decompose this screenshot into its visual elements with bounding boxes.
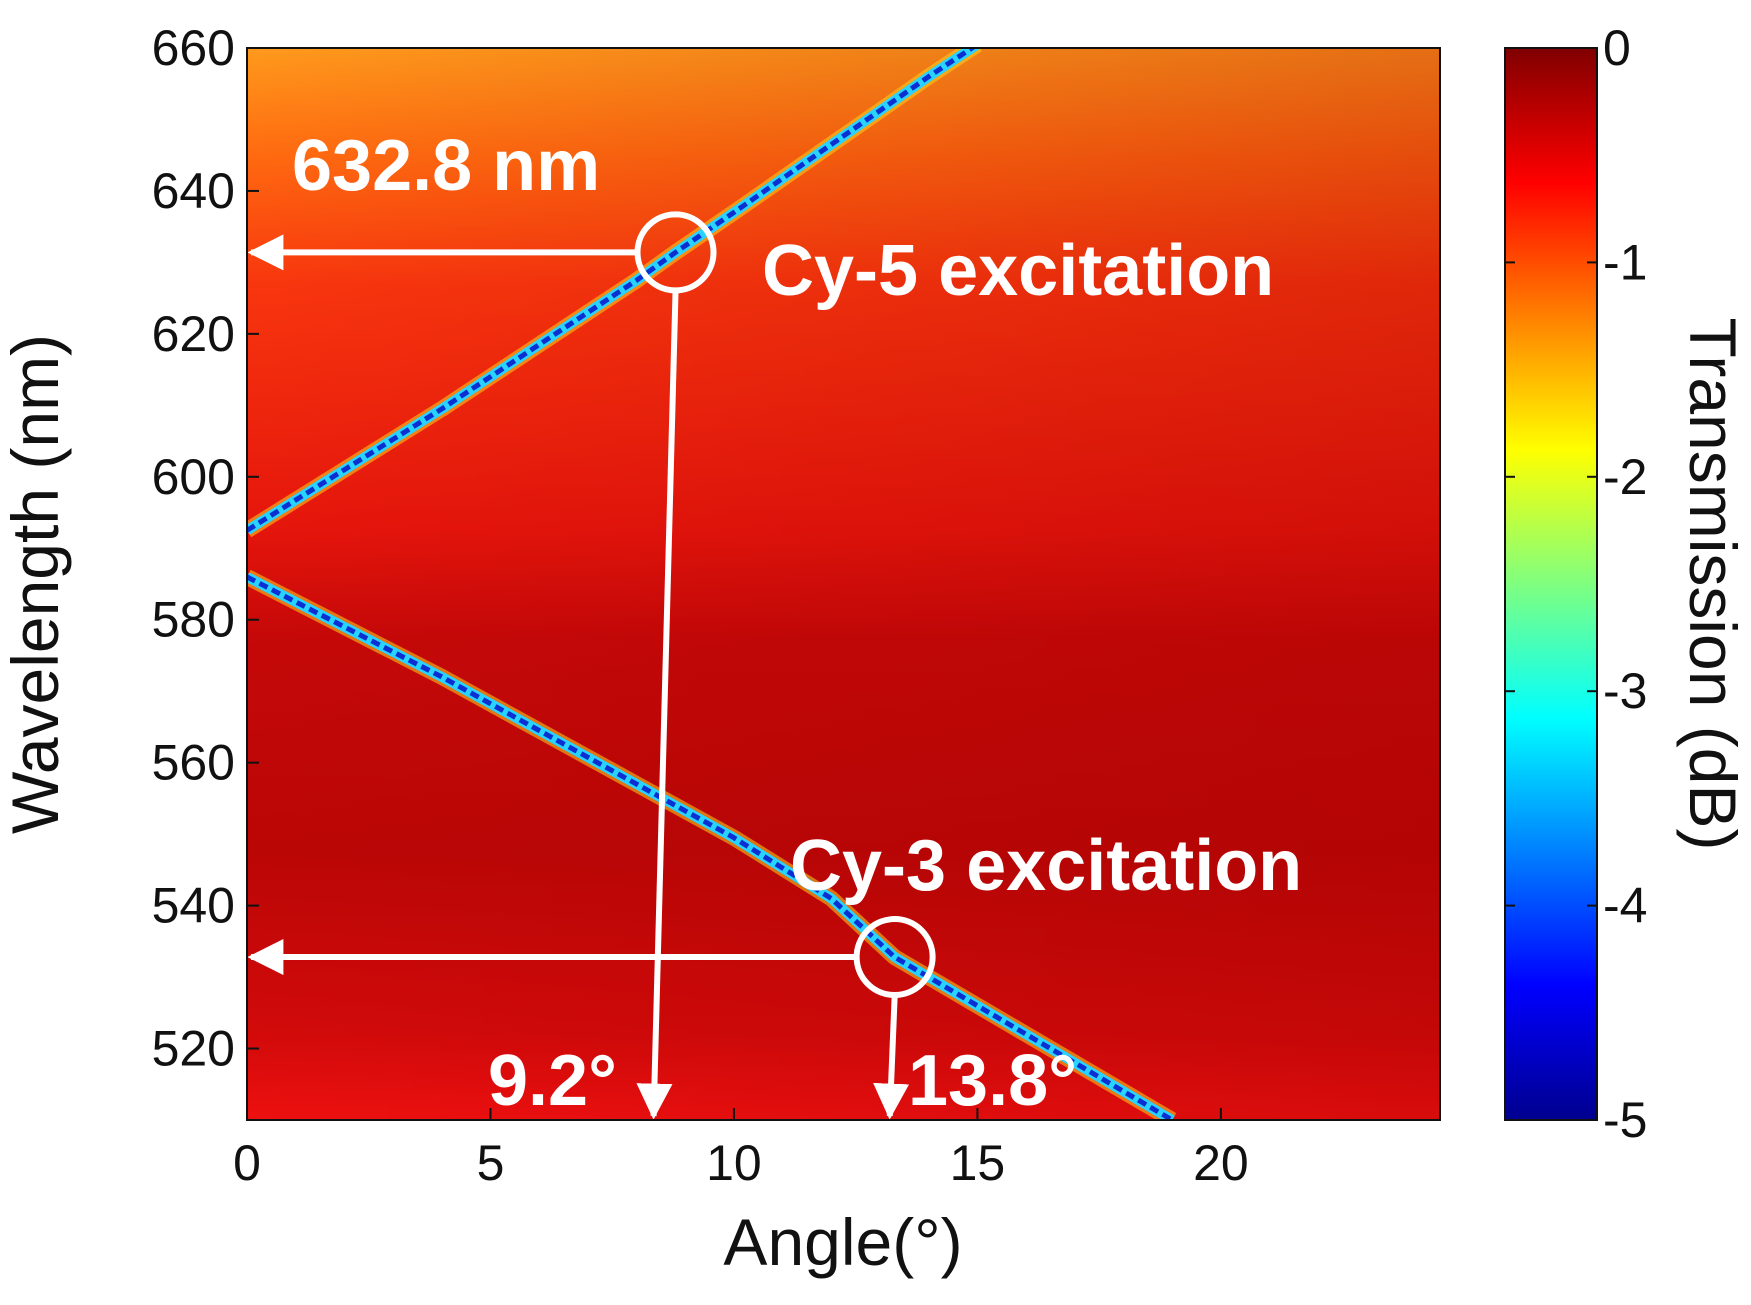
y-axis-title: Wavelength (nm) xyxy=(0,334,72,834)
colorbar-tick-label--4: -4 xyxy=(1603,878,1647,934)
annotation-cy3: Cy-3 excitation xyxy=(790,826,1302,906)
colorbar: 0 -1 -2 -3 -4 -5 Transmission (dB) xyxy=(1504,20,1750,1148)
x-axis-title: Angle(°) xyxy=(723,1205,962,1279)
y-tick-label-540: 540 xyxy=(152,878,235,934)
y-tick-label-600: 600 xyxy=(152,449,235,505)
marker-circle-1 xyxy=(634,211,717,294)
annotation-angle-138: 13.8° xyxy=(908,1041,1077,1121)
y-tick-label-640: 640 xyxy=(152,163,235,219)
marker-circle-2 xyxy=(853,916,936,999)
annotation-wavelength-632: 632.8 nm xyxy=(292,126,600,206)
y-tick-label-660: 660 xyxy=(152,20,235,76)
colorbar-tick-label-0: 0 xyxy=(1603,20,1631,76)
annotation-angle-92: 9.2° xyxy=(488,1041,617,1121)
heatmap-shading xyxy=(247,48,1440,1120)
colorbar-tick-label--1: -1 xyxy=(1603,234,1647,290)
y-tick-label-620: 620 xyxy=(152,306,235,362)
colorbar-gradient xyxy=(1504,47,1598,1121)
y-tick-label-560: 560 xyxy=(152,735,235,791)
plot-area xyxy=(246,47,1441,1121)
arrow-to-angle-1 xyxy=(636,292,679,1120)
x-tick-label-0: 0 xyxy=(233,1135,261,1191)
y-tick-label-520: 520 xyxy=(152,1021,235,1077)
resonance-curve-1 xyxy=(247,48,977,533)
colorbar-title: Transmission (dB) xyxy=(1676,318,1750,851)
colorbar-tick-label--2: -2 xyxy=(1603,449,1647,505)
x-tick-label-15: 15 xyxy=(950,1135,1006,1191)
annotation-cy5: Cy-5 excitation xyxy=(762,231,1274,311)
colorbar-tick-label--5: -5 xyxy=(1603,1092,1647,1148)
x-tick-label-10: 10 xyxy=(706,1135,762,1191)
arrow-to-angle-2 xyxy=(873,996,910,1120)
plot-frame xyxy=(246,47,1441,1121)
y-tick-label-580: 580 xyxy=(152,592,235,648)
x-tick-label-20: 20 xyxy=(1193,1135,1249,1191)
colorbar-tick-label--3: -3 xyxy=(1603,663,1647,719)
x-tick-label-5: 5 xyxy=(477,1135,505,1191)
resonance-curve-2 xyxy=(247,574,1174,1120)
